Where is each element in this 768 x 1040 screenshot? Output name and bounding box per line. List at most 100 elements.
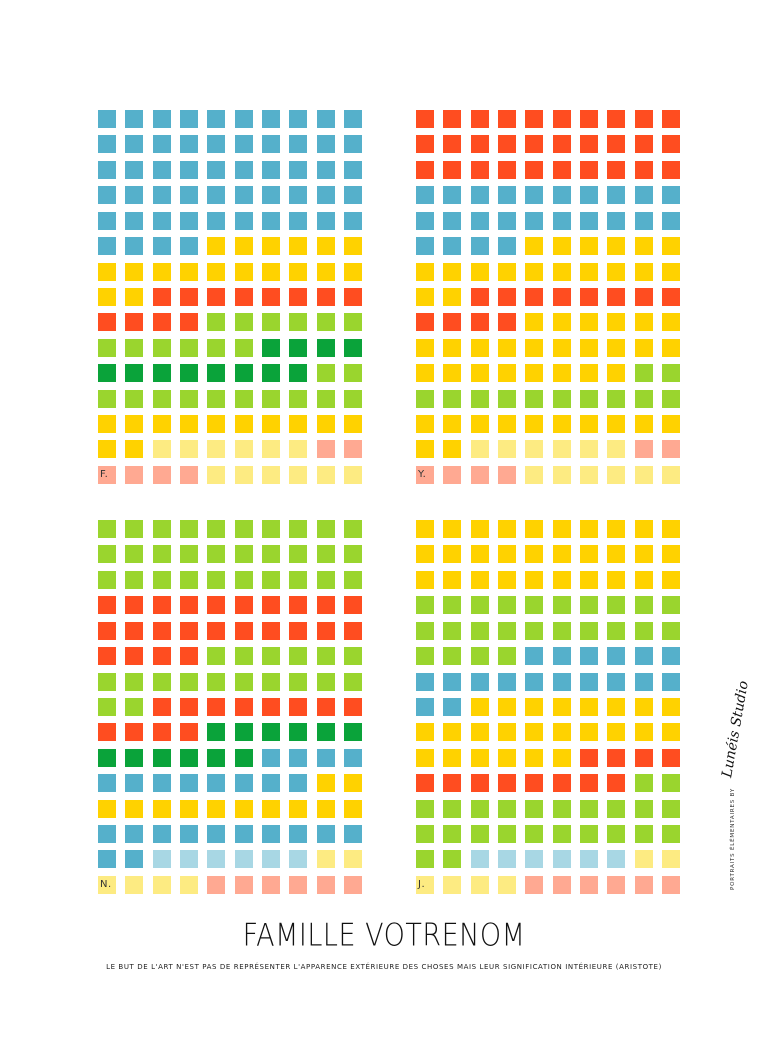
grid-cell: [207, 875, 226, 894]
grid-cell: [179, 287, 198, 306]
grid-cell: [343, 389, 362, 408]
grid-cell: [343, 160, 362, 179]
grid-cell: [634, 825, 653, 844]
grid-cell: [497, 287, 516, 306]
grid-cell: [416, 262, 434, 281]
grid-cell: J.: [416, 875, 434, 894]
grid-cell: [261, 621, 280, 640]
grid-cell: [261, 135, 280, 154]
grid-cell: [98, 415, 116, 434]
grid-cell: [552, 364, 571, 383]
grid-cell: [443, 338, 462, 357]
grid-cell: [179, 596, 198, 615]
grid-cell: [470, 799, 489, 818]
grid-cell: [634, 697, 653, 716]
grid-cell: [98, 110, 116, 128]
grid-cell: [152, 135, 171, 154]
grid-cell: [579, 465, 598, 484]
grid-cell: [98, 748, 116, 767]
grid-cell: [443, 875, 462, 894]
grid-cell: [470, 287, 489, 306]
grid-cell: [234, 723, 253, 742]
grid-cell: [661, 186, 680, 205]
grid-cell: [125, 723, 144, 742]
studio-signature: Lunéis Studio: [719, 679, 752, 779]
grid-cell: [152, 697, 171, 716]
grid-cell: [125, 440, 144, 459]
grid-cell: [343, 364, 362, 383]
grid-cell: [179, 672, 198, 691]
grid-cell: [152, 287, 171, 306]
grid-cell: [343, 723, 362, 742]
grid-cell: [316, 186, 335, 205]
grid-cell: [343, 875, 362, 894]
grid-cell: [497, 723, 516, 742]
grid-cell: [207, 389, 226, 408]
grid-cell: [416, 389, 434, 408]
grid-cell: [443, 723, 462, 742]
portrait-grid-f: F.: [98, 110, 364, 490]
grid-cell: [152, 570, 171, 589]
grid-cell: [98, 621, 116, 640]
grid-cell: [634, 313, 653, 332]
grid-cell: [579, 262, 598, 281]
grid-cell: [98, 647, 116, 666]
grid-cell: [289, 313, 308, 332]
grid-cell: [470, 723, 489, 742]
grid-cell: [125, 672, 144, 691]
grid-cell: [416, 520, 434, 538]
grid-cell: [552, 415, 571, 434]
grid-cell: [552, 545, 571, 564]
grid-cell: [207, 338, 226, 357]
grid-cell: [497, 520, 516, 538]
grid-cell: [343, 570, 362, 589]
grid-cell: [579, 875, 598, 894]
grid-cell: [634, 520, 653, 538]
grid-cell: [661, 697, 680, 716]
grid-cell: [289, 774, 308, 793]
grid-cell: [497, 389, 516, 408]
grid-cell: [289, 465, 308, 484]
grid-cell: [289, 545, 308, 564]
grid-cell: [261, 160, 280, 179]
grid-cell: [125, 186, 144, 205]
grid-cell: [98, 338, 116, 357]
grid-cell: [343, 186, 362, 205]
grid-cell: [634, 338, 653, 357]
grid-cell: [234, 287, 253, 306]
grid-cell: [343, 825, 362, 844]
grid-cell: [316, 211, 335, 230]
grid-cell: [152, 723, 171, 742]
grid-cell: [634, 647, 653, 666]
grid-cell: [152, 520, 171, 538]
portrait-initial: Y.: [418, 468, 427, 480]
grid-cell: [125, 825, 144, 844]
grid-cell: [98, 211, 116, 230]
grid-cell: [634, 440, 653, 459]
grid-cell: [289, 440, 308, 459]
grid-cell: [497, 160, 516, 179]
grid-cell: [661, 440, 680, 459]
grid-cell: [552, 160, 571, 179]
grid-cell: [416, 570, 434, 589]
grid-cell: [579, 799, 598, 818]
grid-cell: [497, 135, 516, 154]
grid-cell: [125, 313, 144, 332]
grid-cell: [98, 364, 116, 383]
grid-cell: [661, 647, 680, 666]
grid-cell: [552, 672, 571, 691]
grid-cell: [443, 774, 462, 793]
grid-cell: [579, 723, 598, 742]
grid-cell: [579, 748, 598, 767]
grid-cell: [289, 850, 308, 869]
grid-cell: [497, 570, 516, 589]
grid-cell: [343, 799, 362, 818]
grid-cell: [525, 875, 544, 894]
grid-cell: [661, 570, 680, 589]
grid-cell: [443, 545, 462, 564]
grid-cell: [470, 237, 489, 256]
grid-cell: [125, 545, 144, 564]
grid-cell: [207, 211, 226, 230]
grid-cell: [470, 110, 489, 128]
grid-cell: [634, 748, 653, 767]
